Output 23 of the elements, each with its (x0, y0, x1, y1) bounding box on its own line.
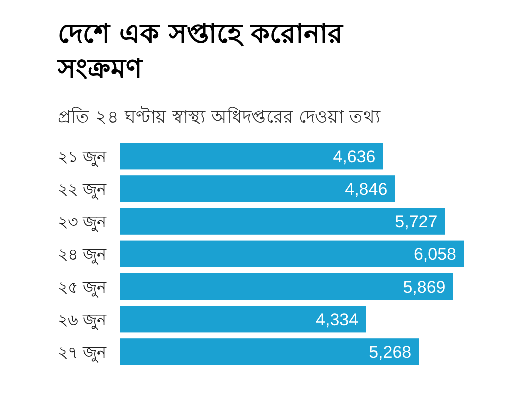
chart-subtitle: প্রতি ২৪ ঘণ্টায় স্বাস্থ্য অধিদপ্তরের দেওয়া তথ্য (58, 106, 382, 128)
y-tick-label: ২৬ জুন (58, 310, 107, 330)
data-label: 4,846 (345, 180, 388, 199)
y-tick-label: ২৪ জুন (58, 245, 107, 266)
bar (120, 306, 366, 333)
bar (120, 176, 396, 202)
bar (120, 208, 446, 235)
data-label: 5,727 (395, 212, 438, 232)
y-tick-label: ২৫ জুন (58, 278, 107, 298)
data-label: 6,058 (414, 245, 456, 264)
data-label: 5,869 (403, 278, 446, 297)
y-tick-label: ২৩ জুন (58, 212, 107, 233)
bar (120, 338, 420, 366)
data-label: 5,268 (369, 342, 412, 362)
y-tick-label: ২২ জুন (58, 180, 107, 200)
y-tick-label: ২১ জুন (58, 147, 107, 168)
data-label: 4,636 (333, 147, 376, 166)
bar (120, 240, 464, 268)
data-label: 4,334 (316, 310, 359, 330)
y-tick-label: ২৭ জুন (58, 342, 107, 363)
title: দেশে এক সপ্তাহে করোনার সংক্রমণ (58, 19, 344, 85)
bar (120, 273, 454, 300)
bar (120, 143, 384, 170)
